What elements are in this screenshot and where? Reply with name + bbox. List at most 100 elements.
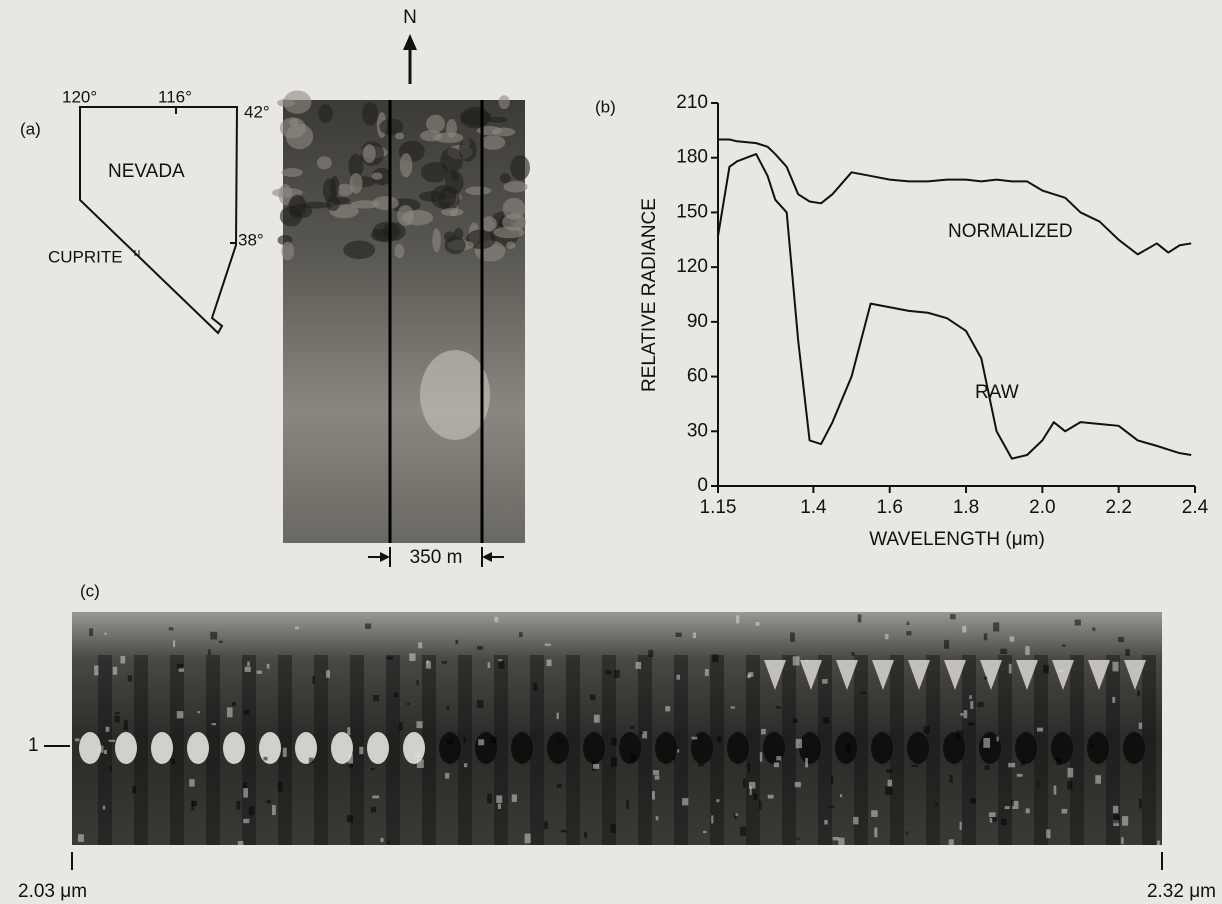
y-tick-label: 180 xyxy=(676,147,708,168)
series-line xyxy=(718,138,1192,256)
texture-blob xyxy=(439,732,461,764)
texture-speck xyxy=(1012,800,1019,809)
texture-speck xyxy=(380,837,384,843)
texture-spot xyxy=(426,114,445,133)
texture-speck xyxy=(266,663,270,669)
texture-speck xyxy=(970,798,977,804)
texture-blob xyxy=(980,660,1002,690)
texture-speck xyxy=(871,810,878,817)
texture-column xyxy=(890,655,904,845)
texture-speck xyxy=(112,666,118,675)
texture-speck xyxy=(755,621,760,626)
texture-speck xyxy=(832,837,839,841)
texture-speck xyxy=(556,712,559,720)
texture-speck xyxy=(583,832,588,838)
texture-speck xyxy=(993,622,1000,632)
texture-speck xyxy=(89,628,94,636)
texture-speck xyxy=(1008,762,1016,768)
texture-speck xyxy=(418,642,423,649)
texture-speck xyxy=(1113,814,1120,824)
texture-speck xyxy=(963,710,968,719)
texture-speck xyxy=(295,626,300,630)
texture-speck xyxy=(266,800,271,804)
texture-speck xyxy=(243,788,248,798)
texture-blob xyxy=(403,732,425,764)
texture-spot xyxy=(343,240,376,260)
texture-speck xyxy=(795,738,803,749)
texture-speck xyxy=(640,731,644,735)
texture-speck xyxy=(524,833,531,844)
texture-speck xyxy=(326,670,330,678)
texture-speck xyxy=(487,662,491,668)
texture-spot xyxy=(418,191,447,202)
y-axis-label: RELATIVE RADIANCE xyxy=(639,198,660,392)
x-tick-label: 2.2 xyxy=(1105,497,1131,518)
texture-speck xyxy=(191,800,198,807)
texture-speck xyxy=(1062,644,1066,647)
texture-speck xyxy=(950,614,956,620)
texture-speck xyxy=(611,737,617,746)
texture-speck xyxy=(104,632,107,635)
texture-column xyxy=(1070,655,1084,845)
texture-column xyxy=(854,655,868,845)
texture-speck xyxy=(176,663,184,669)
texture-speck xyxy=(546,659,552,667)
texture-speck xyxy=(208,649,211,656)
texture-speck xyxy=(1092,627,1096,631)
texture-speck xyxy=(761,728,766,735)
texture-speck xyxy=(1156,840,1160,847)
texture-speck xyxy=(1020,760,1025,766)
texture-speck xyxy=(822,679,828,684)
texture-blob xyxy=(871,732,893,764)
texture-speck xyxy=(1037,727,1044,732)
texture-speck xyxy=(1061,808,1068,814)
texture-spot xyxy=(350,200,380,209)
texture-speck xyxy=(416,759,424,769)
texture-speck xyxy=(773,762,779,768)
texture-speck xyxy=(171,758,176,765)
texture-spot xyxy=(318,104,333,124)
texture-speck xyxy=(1009,636,1015,642)
state-outline xyxy=(79,106,239,335)
texture-speck xyxy=(519,632,523,638)
texture-speck xyxy=(372,795,380,799)
texture-blob xyxy=(944,660,966,690)
texture-column xyxy=(1034,655,1048,845)
texture-speck xyxy=(1138,798,1142,809)
texture-speck xyxy=(759,800,762,810)
texture-column xyxy=(386,655,400,845)
texture-speck xyxy=(988,812,996,818)
texture-column xyxy=(1106,655,1120,845)
texture-speck xyxy=(734,813,737,819)
texture-blob xyxy=(619,732,641,764)
texture-speck xyxy=(648,649,654,657)
texture-speck xyxy=(1056,757,1062,765)
texture-spot xyxy=(476,125,502,136)
texture-blob xyxy=(907,732,929,764)
texture-column xyxy=(674,655,688,845)
texture-blob xyxy=(1088,660,1110,690)
texture-speck xyxy=(626,799,630,809)
texture-speck xyxy=(543,821,548,830)
texture-speck xyxy=(1016,773,1023,777)
texture-spot xyxy=(441,208,464,217)
texture-speck xyxy=(463,736,466,743)
state-label: NEVADA xyxy=(108,161,185,182)
texture-speck xyxy=(1121,837,1124,845)
texture-speck xyxy=(455,639,459,644)
texture-speck xyxy=(749,786,752,795)
texture-blob xyxy=(79,732,101,764)
texture-speck xyxy=(853,816,859,825)
texture-speck xyxy=(399,722,403,731)
texture-spot xyxy=(283,90,312,114)
texture-blob xyxy=(547,732,569,764)
texture-speck xyxy=(282,747,287,757)
texture-spot xyxy=(281,168,303,177)
texture-spot xyxy=(362,102,379,126)
texture-spot xyxy=(394,243,405,259)
texture-speck xyxy=(211,723,217,726)
texture-spot xyxy=(446,119,457,138)
texture-speck xyxy=(123,720,128,731)
texture-speck xyxy=(959,821,962,830)
texture-speck xyxy=(652,791,655,800)
